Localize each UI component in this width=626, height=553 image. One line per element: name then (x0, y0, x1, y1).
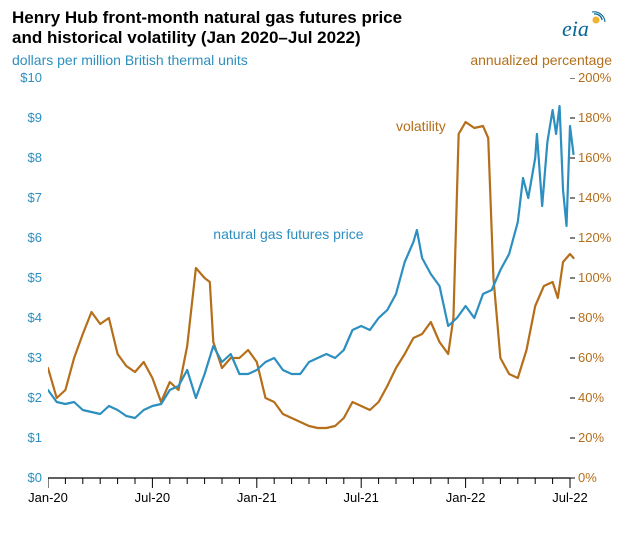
chart-title: Henry Hub front-month natural gas future… (12, 8, 402, 49)
y-right-tick: 160% (578, 150, 622, 165)
y-right-tick: 120% (578, 230, 622, 245)
y-right-tick: 100% (578, 270, 622, 285)
eia-logo: eia (556, 10, 612, 51)
volatility-series-label: volatility (396, 118, 446, 134)
y-left-tick: $5 (8, 270, 42, 285)
y-right-tick: 20% (578, 430, 622, 445)
plot-area (48, 78, 578, 508)
y-right-axis-label: annualized percentage (470, 52, 612, 68)
x-tick: Jan-21 (237, 490, 277, 505)
x-tick: Jul-20 (135, 490, 170, 505)
y-left-tick: $6 (8, 230, 42, 245)
logo-text-icon: eia (562, 16, 589, 41)
x-tick: Jan-22 (446, 490, 486, 505)
y-left-tick: $1 (8, 430, 42, 445)
x-tick: Jul-22 (552, 490, 587, 505)
y-left-tick: $8 (8, 150, 42, 165)
y-right-tick: 140% (578, 190, 622, 205)
y-right-tick: 0% (578, 470, 622, 485)
y-left-tick: $3 (8, 350, 42, 365)
title-line-1: Henry Hub front-month natural gas future… (12, 8, 402, 27)
y-left-tick: $10 (8, 70, 42, 85)
x-tick: Jan-20 (28, 490, 68, 505)
y-right-tick: 60% (578, 350, 622, 365)
y-right-tick: 180% (578, 110, 622, 125)
y-left-tick: $9 (8, 110, 42, 125)
y-left-tick: $0 (8, 470, 42, 485)
y-left-axis-label: dollars per million British thermal unit… (12, 52, 248, 68)
price-series-label: natural gas futures price (213, 226, 363, 242)
logo-sun-icon (593, 17, 600, 24)
x-tick: Jul-21 (343, 490, 378, 505)
chart-container: Henry Hub front-month natural gas future… (0, 0, 626, 553)
y-left-tick: $4 (8, 310, 42, 325)
y-right-tick: 80% (578, 310, 622, 325)
y-right-tick: 40% (578, 390, 622, 405)
y-right-tick: 200% (578, 70, 622, 85)
y-left-tick: $2 (8, 390, 42, 405)
title-line-2: and historical volatility (Jan 2020–Jul … (12, 28, 361, 47)
y-left-tick: $7 (8, 190, 42, 205)
